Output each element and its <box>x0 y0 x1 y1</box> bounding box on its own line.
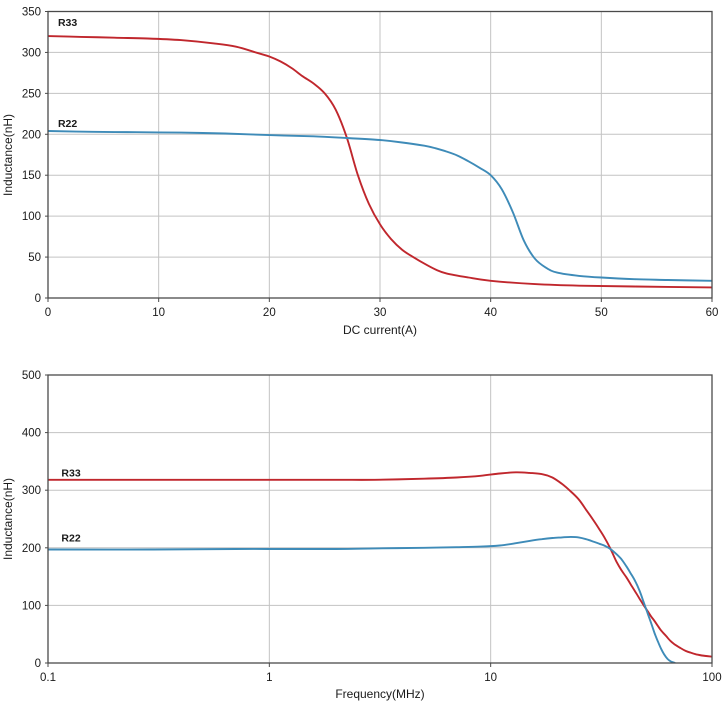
y-tick-label: 0 <box>35 293 41 305</box>
y-tick-label: 500 <box>22 370 41 382</box>
series-r22-line <box>48 535 676 663</box>
dc-bias-chart: 0 10 20 30 40 50 60 0 50 100 150 200 250 300 350 R33 R22… <box>1 7 719 338</box>
dc-bias-chart-canvas: 0 10 20 30 40 50 60 0 50 100 150 200 250 300 350 R33 R22… <box>1 7 719 338</box>
y-tick-label: 200 <box>22 543 41 555</box>
x-tick-label: 20 <box>263 307 276 319</box>
y-tick-label: 400 <box>22 428 41 440</box>
series-r22-line <box>48 130 712 282</box>
series-r33-label: R33 <box>58 17 77 29</box>
y-tick-label: 350 <box>22 7 41 19</box>
frequency-chart-canvas: 0.1 1 10 100 0 100 200 300 400 500 R33 R22 Frequenc… <box>1 370 722 701</box>
gridlines <box>48 375 712 663</box>
series-lines <box>48 471 712 663</box>
series-r33-label: R33 <box>61 467 80 479</box>
gridlines <box>48 11 712 298</box>
x-tick-label: 10 <box>152 307 165 319</box>
y-tick-label: 100 <box>22 600 41 612</box>
x-tick-label: 0.1 <box>40 672 56 684</box>
y-tick-label: 150 <box>22 170 41 182</box>
series-r33-line <box>48 471 712 658</box>
x-tick-label: 50 <box>595 307 608 319</box>
frequency-chart: 0.1 1 10 100 0 100 200 300 400 500 R33 R22 Frequenc… <box>0 355 728 710</box>
y-tick-label: 200 <box>22 129 41 141</box>
dc-bias-plot-area: 0 10 20 30 40 50 60 0 50 100 150 200 250 300 350 R33 R22 <box>22 7 719 320</box>
y-tick-label: 300 <box>22 47 41 59</box>
tick-marks <box>45 374 713 667</box>
tick-labels: 0.1 1 10 100 0 100 200 300 400 500 <box>22 370 722 684</box>
dc-bias-x-axis-label: DC current(A) <box>343 323 417 337</box>
y-tick-label: 100 <box>22 211 41 223</box>
series-r22-label: R22 <box>58 118 77 130</box>
tick-marks <box>45 11 713 302</box>
frequency-plot-area: 0.1 1 10 100 0 100 200 300 400 500 R33 R22 <box>22 370 722 684</box>
x-tick-label: 40 <box>484 307 497 319</box>
y-tick-label: 50 <box>28 252 41 264</box>
tick-labels: 0 10 20 30 40 50 60 0 50 100 150 200 250 300 350 <box>22 7 719 320</box>
dc-bias-y-axis-label: Inductance(nH) <box>1 114 15 196</box>
x-tick-label: 0 <box>45 307 51 319</box>
series-lines <box>48 35 712 289</box>
x-tick-label: 60 <box>706 307 719 319</box>
frequency-y-axis-label: Inductance(nH) <box>1 478 15 560</box>
plot-frame <box>47 374 713 664</box>
x-tick-label: 1 <box>266 672 272 684</box>
frequency-x-axis-label: Frequency(MHz) <box>335 687 424 701</box>
x-tick-label: 10 <box>484 672 497 684</box>
y-tick-label: 0 <box>35 658 41 670</box>
x-tick-label: 30 <box>374 307 387 319</box>
y-tick-label: 300 <box>22 485 41 497</box>
series-r22-label: R22 <box>61 532 80 544</box>
y-tick-label: 250 <box>22 88 41 100</box>
x-tick-label: 100 <box>702 672 721 684</box>
